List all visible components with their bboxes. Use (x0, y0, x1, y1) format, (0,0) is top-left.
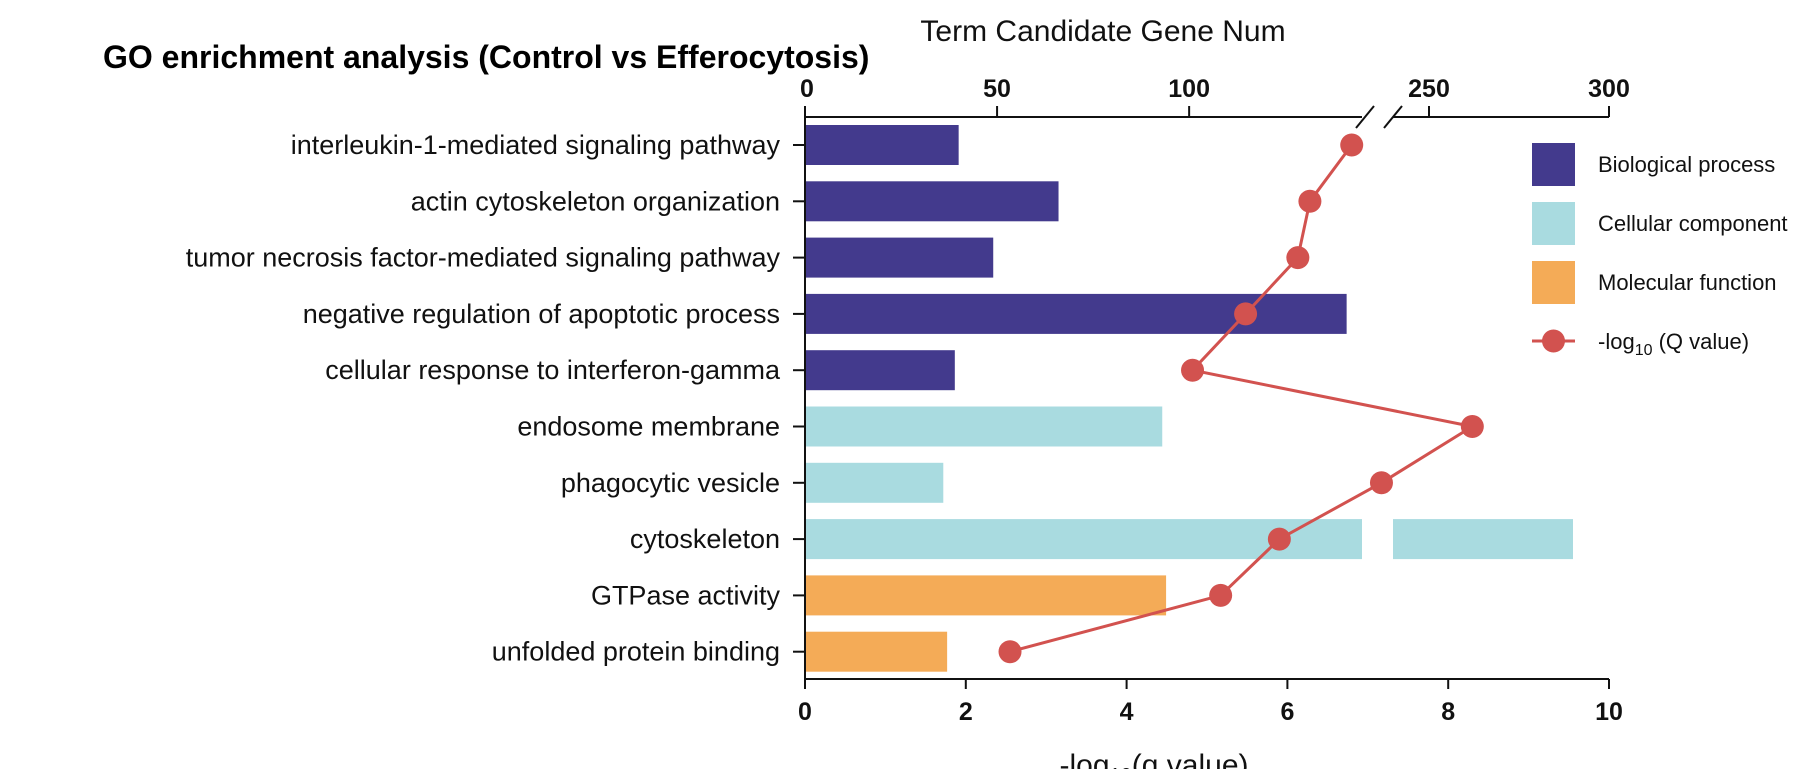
top-tick-label: 250 (1408, 75, 1450, 103)
top-tick-label: 100 (1168, 75, 1210, 103)
qvalue-point (1181, 358, 1205, 382)
qvalue-point (1209, 583, 1233, 607)
category-label: phagocytic vesicle (561, 468, 780, 498)
bottom-tick-label: 0 (798, 698, 812, 726)
bottom-axis-title: -log10(q value) (1060, 749, 1249, 769)
category-label: interleukin-1-mediated signaling pathway (291, 130, 781, 160)
bottom-tick-label: 2 (959, 698, 973, 726)
axis-break-mark (1355, 105, 1375, 129)
category-label: cytoskeleton (630, 524, 780, 554)
bar-continued (1393, 519, 1573, 560)
legend-swatch (1532, 143, 1575, 186)
category-label: negative regulation of apoptotic process (303, 299, 780, 329)
bottom-tick-label: 6 (1280, 698, 1294, 726)
top-axis-title: Term Candidate Gene Num (920, 15, 1285, 48)
legend-label: -log10 (Q value) (1598, 329, 1749, 359)
legend-label: Cellular component (1598, 211, 1788, 236)
legend: Biological process Cellular component Mole… (1532, 143, 1788, 359)
category-label: tumor necrosis factor-mediated signaling… (186, 243, 781, 273)
bar (805, 293, 1347, 334)
top-tick-label: 50 (983, 75, 1011, 103)
category-label: actin cytoskeleton organization (411, 186, 780, 216)
bar (805, 350, 955, 391)
bar (805, 406, 1163, 447)
category-label: endosome membrane (517, 412, 780, 442)
category-label: GTPase activity (591, 580, 781, 610)
chart-title: GO enrichment analysis (Control vs Effer… (103, 39, 869, 75)
qvalue-point (1234, 302, 1258, 326)
legend-point-swatch (1542, 329, 1565, 353)
category-label: cellular response to interferon-gamma (325, 355, 781, 385)
bottom-tick-label: 8 (1441, 698, 1455, 726)
bottom-axis-title-prefix: -log (1060, 749, 1110, 769)
top-tick-label: 300 (1588, 75, 1630, 103)
qvalue-point (1298, 189, 1322, 213)
qvalue-point (1369, 471, 1393, 495)
legend-label: Molecular function (1598, 270, 1777, 295)
legend-label: Biological process (1598, 152, 1775, 177)
qvalue-point (1460, 415, 1484, 438)
legend-swatch (1532, 261, 1575, 304)
plot-area: interleukin-1-mediated signaling pathway… (186, 75, 1630, 726)
bar (805, 237, 994, 278)
legend-swatch (1532, 202, 1575, 245)
bar (805, 181, 1059, 222)
qvalue-point (1286, 246, 1310, 270)
bar (805, 631, 948, 672)
top-tick-label: 0 (800, 75, 814, 103)
qvalue-point (1267, 527, 1291, 551)
bar (805, 125, 959, 165)
qvalue-line (1009, 144, 1477, 654)
qvalue-point (1340, 133, 1364, 157)
qvalue-point (998, 640, 1022, 664)
axis-break-mark (1383, 105, 1403, 129)
bottom-axis-title-suffix: (q value) (1132, 749, 1249, 769)
bottom-axis-title-sub: 10 (1110, 765, 1132, 769)
category-label: unfolded protein binding (492, 637, 780, 667)
bar (805, 462, 944, 503)
bar (805, 575, 1167, 616)
bottom-tick-label: 10 (1595, 698, 1623, 726)
bottom-tick-label: 4 (1120, 698, 1134, 726)
